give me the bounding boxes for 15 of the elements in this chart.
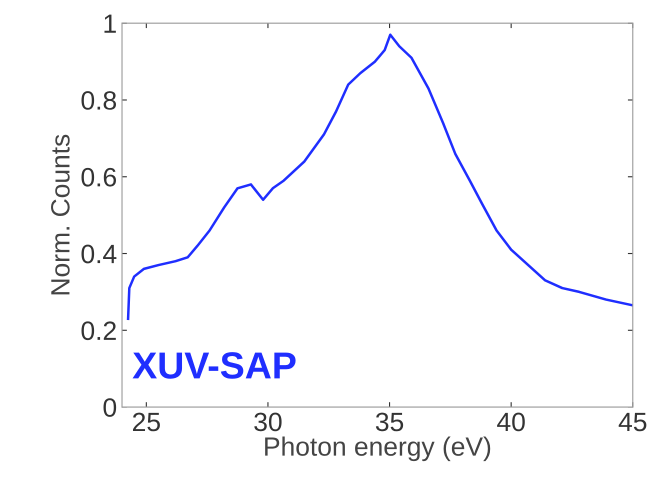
y-tick-label: 0.4 bbox=[82, 244, 116, 264]
x-tick-label: 30 bbox=[254, 412, 282, 432]
line-series bbox=[126, 33, 633, 320]
y-axis-title: Norm. Counts bbox=[51, 134, 70, 294]
annotation: XUV-SAP bbox=[132, 352, 296, 379]
y-tick-label: 0.6 bbox=[82, 168, 116, 187]
x-tick-label: 25 bbox=[132, 412, 160, 432]
y-tick-label: 0.2 bbox=[82, 321, 116, 340]
x-tick-label: 45 bbox=[618, 412, 646, 432]
x-tick-label: 40 bbox=[497, 412, 525, 432]
y-tick-label: 0 bbox=[104, 398, 116, 417]
y-tick-label: 1 bbox=[104, 14, 116, 33]
x-axis-title: Photon energy (eV) bbox=[265, 436, 490, 462]
y-tick-label: 0.8 bbox=[82, 91, 116, 110]
x-tick-label: 35 bbox=[376, 412, 404, 432]
